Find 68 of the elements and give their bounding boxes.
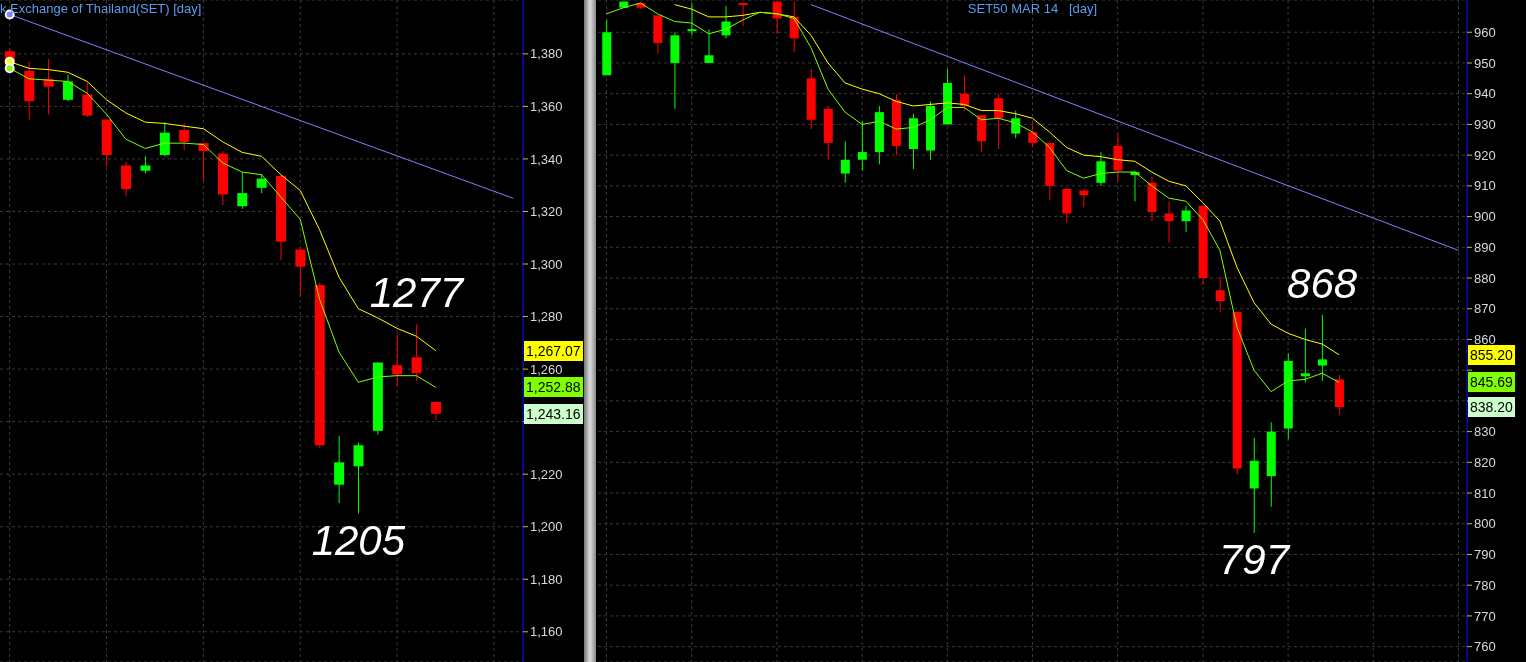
y-tick-label: 1,380 xyxy=(530,46,563,62)
candlestick xyxy=(1300,328,1310,383)
y-tick-label: 780 xyxy=(1474,577,1496,593)
y-tick-label: 1,320 xyxy=(530,204,563,220)
y-tick-label: 940 xyxy=(1474,86,1496,102)
candlestick xyxy=(840,140,850,184)
candlestick xyxy=(1317,314,1327,382)
y-tick-label: 960 xyxy=(1474,24,1496,40)
candlestick xyxy=(704,28,714,64)
candlestick xyxy=(1215,275,1225,313)
candlestick xyxy=(1028,122,1038,148)
candlestick xyxy=(1096,151,1106,187)
y-tick-label: 870 xyxy=(1474,301,1496,317)
chart-title: SET50 MAR 14 [day] xyxy=(966,1,1099,16)
text: 845.69 xyxy=(1468,372,1515,393)
candlestick xyxy=(121,161,132,197)
candlestick xyxy=(82,82,93,118)
annotation: 1277 xyxy=(368,268,466,319)
y-tick-label: 810 xyxy=(1474,485,1496,501)
candlestick xyxy=(179,122,190,151)
candlestick xyxy=(1079,188,1089,208)
text: 1,267.07 xyxy=(524,340,583,361)
text: 1,243.16 xyxy=(524,403,583,424)
y-tick-label: 1,340 xyxy=(530,151,563,167)
y-tick-label: 770 xyxy=(1474,608,1496,624)
y-tick-label: 920 xyxy=(1474,147,1496,163)
y-tick-label: 1,200 xyxy=(530,519,563,535)
y-tick-label: 1,220 xyxy=(530,466,563,482)
text: 855.20 xyxy=(1468,344,1515,365)
annotation: 1205 xyxy=(310,515,407,566)
y-tick-label: 800 xyxy=(1474,516,1496,532)
y-tick-label: 900 xyxy=(1474,209,1496,225)
candlestick xyxy=(411,323,422,382)
candlestick xyxy=(159,121,170,157)
annotation: 797 xyxy=(1217,534,1292,585)
candlestick xyxy=(334,435,345,504)
y-tick-label: 1,300 xyxy=(530,256,563,272)
y-tick-label: 1,160 xyxy=(530,624,563,640)
candlestick xyxy=(237,171,248,210)
candlestick xyxy=(62,74,73,102)
candlestick xyxy=(1164,200,1174,244)
y-tick-label: 1,360 xyxy=(530,99,563,115)
candlestick xyxy=(857,120,867,171)
candlestick xyxy=(687,2,697,36)
y-tick-label: 790 xyxy=(1474,547,1496,563)
text: 838.20 xyxy=(1468,397,1515,418)
annotation: 868 xyxy=(1286,258,1359,309)
y-tick-label: 1,260 xyxy=(530,361,563,377)
y-tick-label: 950 xyxy=(1474,55,1496,71)
y-tick-label: 930 xyxy=(1474,117,1496,133)
candlestick xyxy=(353,442,364,515)
y-tick-label: 890 xyxy=(1474,239,1496,255)
candlestick xyxy=(392,333,403,387)
y-tick-label: 880 xyxy=(1474,270,1496,286)
candlestick xyxy=(256,174,267,194)
candlestick xyxy=(994,93,1004,150)
y-tick-label: 830 xyxy=(1474,424,1496,440)
candlestick xyxy=(1181,205,1191,233)
candlestick xyxy=(1011,110,1021,139)
y-tick-label: 1,180 xyxy=(530,571,563,587)
y-tick-label: 910 xyxy=(1474,178,1496,194)
text: 1,252.88 xyxy=(524,377,583,398)
y-tick-label: 1,280 xyxy=(530,309,563,325)
candlestick xyxy=(295,246,306,298)
y-tick-label: 820 xyxy=(1474,454,1496,470)
candlestick xyxy=(738,2,748,27)
chart-title: k Exchange of Thailand(SET) [day] xyxy=(0,1,202,16)
y-tick-label: 760 xyxy=(1474,639,1496,655)
